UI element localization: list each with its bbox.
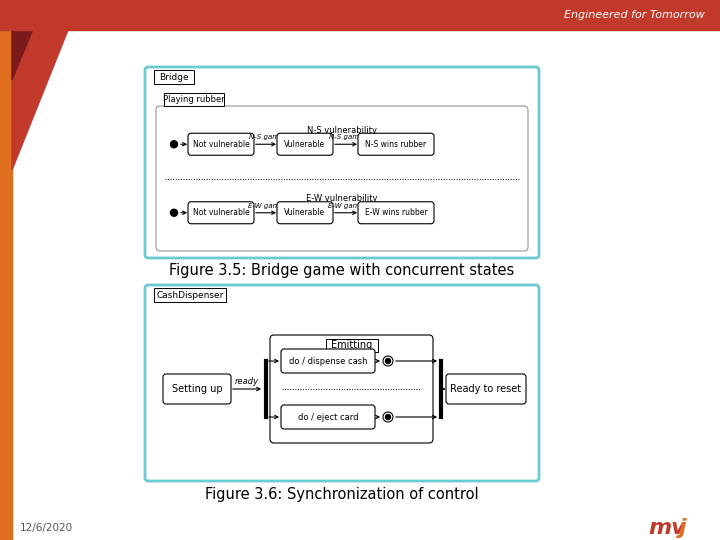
Text: E-W vulnerability: E-W vulnerability — [306, 194, 378, 203]
FancyBboxPatch shape — [188, 133, 254, 156]
Text: Not vulnerable: Not vulnerable — [193, 208, 249, 217]
Text: Figure 3.6: Synchronization of control: Figure 3.6: Synchronization of control — [205, 487, 479, 502]
Polygon shape — [0, 0, 12, 540]
Text: 12/6/2020: 12/6/2020 — [20, 523, 73, 533]
FancyBboxPatch shape — [281, 405, 375, 429]
Text: N-S vulnerability: N-S vulnerability — [307, 126, 377, 135]
Text: mv: mv — [648, 518, 685, 538]
Text: do / dispense cash: do / dispense cash — [289, 356, 367, 366]
Text: Vulnerable: Vulnerable — [284, 140, 325, 149]
Circle shape — [385, 415, 390, 420]
Text: N-S wins rubber: N-S wins rubber — [366, 140, 426, 149]
Bar — [325, 339, 377, 352]
Text: Ready to reset: Ready to reset — [451, 384, 521, 394]
Text: N-S game: N-S game — [329, 134, 363, 140]
Polygon shape — [12, 0, 45, 80]
Text: Emitting: Emitting — [331, 341, 372, 350]
FancyBboxPatch shape — [188, 202, 254, 224]
Text: Not vulnerable: Not vulnerable — [193, 140, 249, 149]
FancyBboxPatch shape — [145, 67, 539, 258]
Circle shape — [383, 412, 393, 422]
FancyBboxPatch shape — [281, 349, 375, 373]
Bar — [0, 0, 720, 30]
Text: E-W game: E-W game — [248, 202, 284, 209]
Text: E-W wins rubber: E-W wins rubber — [365, 208, 427, 217]
Text: do / eject card: do / eject card — [298, 413, 359, 422]
Bar — [154, 288, 226, 302]
Text: ready: ready — [235, 377, 259, 387]
FancyBboxPatch shape — [270, 335, 433, 443]
FancyBboxPatch shape — [156, 106, 528, 251]
Text: N-S game: N-S game — [249, 134, 283, 140]
Bar — [154, 70, 194, 84]
FancyBboxPatch shape — [163, 374, 231, 404]
Bar — [164, 93, 224, 106]
Polygon shape — [12, 0, 80, 170]
FancyBboxPatch shape — [277, 202, 333, 224]
Circle shape — [385, 359, 390, 363]
Text: E-W game: E-W game — [328, 202, 364, 209]
FancyBboxPatch shape — [358, 133, 434, 156]
Text: Playing rubber: Playing rubber — [163, 95, 225, 104]
Text: j: j — [679, 518, 687, 538]
Text: Bridge: Bridge — [159, 72, 189, 82]
FancyBboxPatch shape — [446, 374, 526, 404]
Text: Engineered for Tomorrow: Engineered for Tomorrow — [564, 10, 705, 20]
Text: Vulnerable: Vulnerable — [284, 208, 325, 217]
Circle shape — [383, 356, 393, 366]
Text: CashDispenser: CashDispenser — [156, 291, 224, 300]
FancyBboxPatch shape — [358, 202, 434, 224]
Text: Setting up: Setting up — [171, 384, 222, 394]
FancyBboxPatch shape — [277, 133, 333, 156]
Text: Figure 3.5: Bridge game with concurrent states: Figure 3.5: Bridge game with concurrent … — [169, 264, 515, 279]
FancyBboxPatch shape — [145, 285, 539, 481]
Circle shape — [171, 209, 178, 216]
Circle shape — [171, 141, 178, 148]
